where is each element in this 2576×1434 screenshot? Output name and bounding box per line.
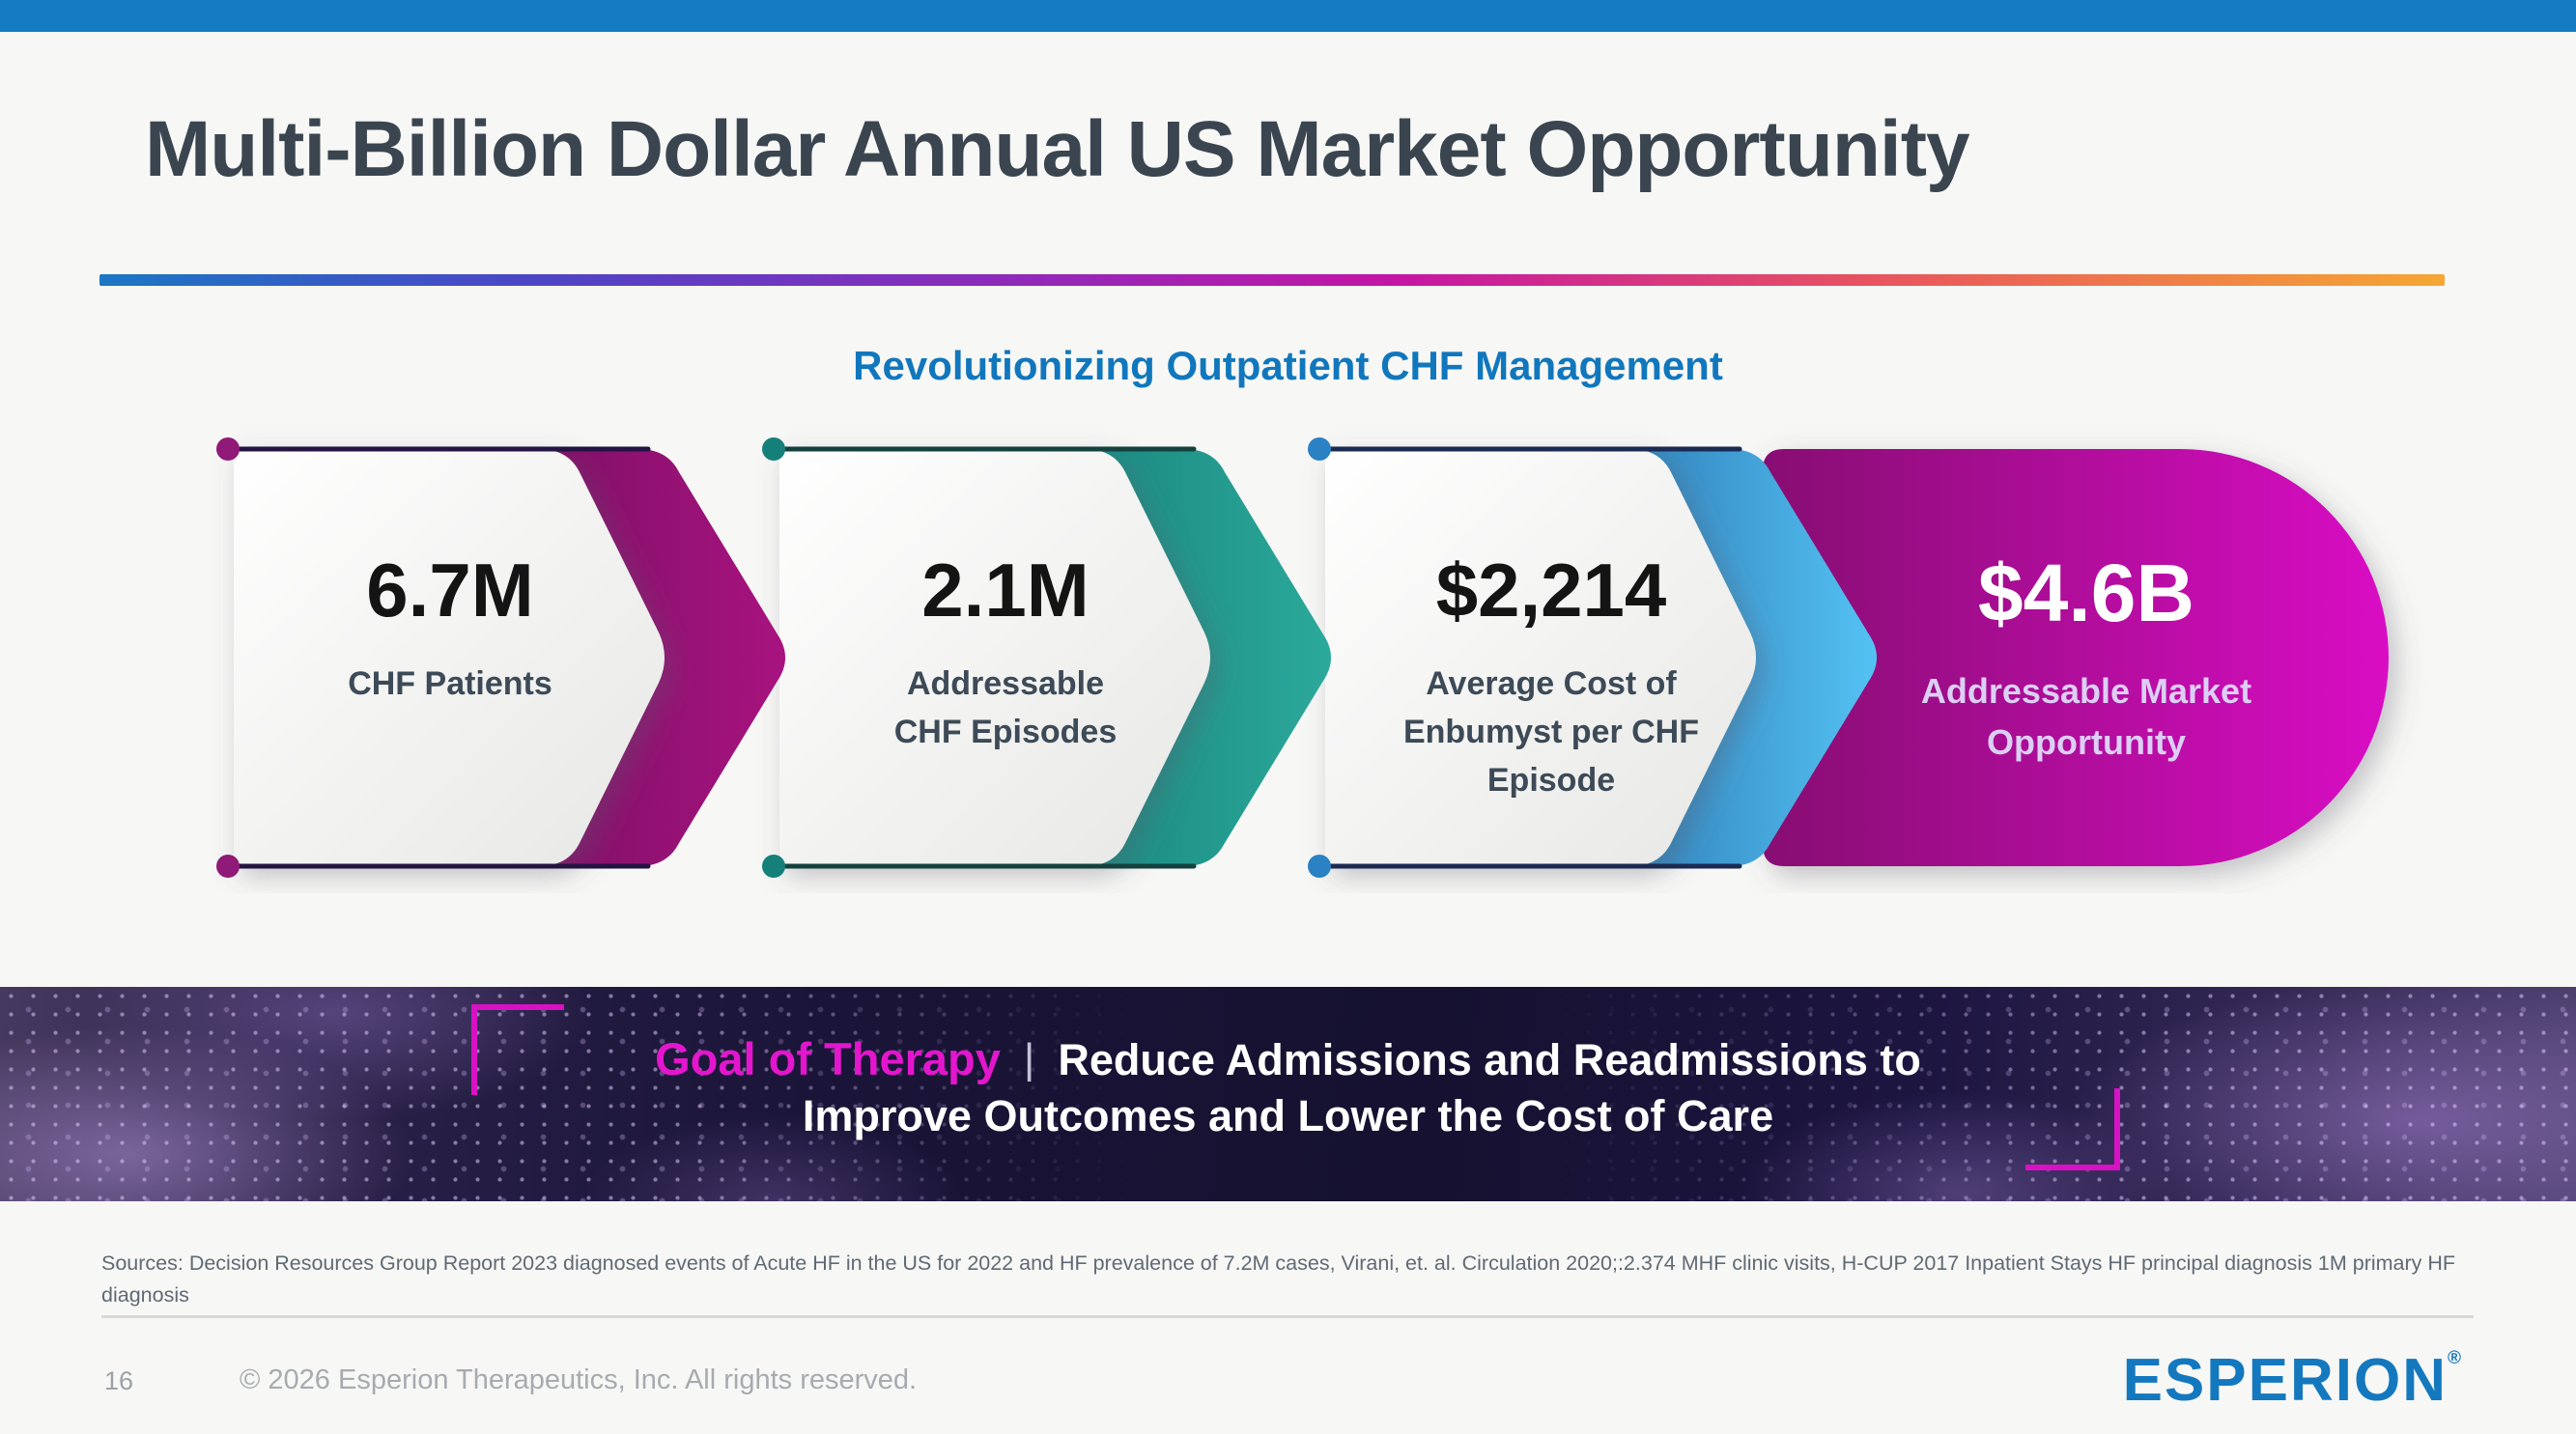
page-title: Multi-Billion Dollar Annual US Market Op… xyxy=(145,105,1970,193)
title-gradient-rule xyxy=(99,274,2445,286)
page-number: 16 xyxy=(104,1366,134,1395)
sources-note: Sources: Decision Resources Group Report… xyxy=(101,1251,2456,1307)
stat-value: 2.1M xyxy=(921,548,1090,633)
goal-banner: Goal of Therapy | Reduce Admissions and … xyxy=(0,987,2576,1201)
stat-value: $4.6B xyxy=(1977,548,2195,638)
esperion-logo: ESPERION® xyxy=(2123,1346,2463,1415)
corner-bracket-top-left xyxy=(471,1004,564,1095)
funnel-step-market: $4.6B Addressable Market Opportunity xyxy=(1864,552,2308,769)
stat-label: Addressable Market Opportunity xyxy=(1920,671,2252,762)
dot-patients-top xyxy=(216,437,240,461)
footer-divider xyxy=(101,1315,2474,1318)
funnel-step-cost: $2,214 Average Cost of Enbumyst per CHF … xyxy=(1392,552,1711,805)
dot-episodes-bottom xyxy=(762,855,785,878)
dot-patients-bottom xyxy=(216,855,240,878)
goal-text-line2: Improve Outcomes and Lower the Cost of C… xyxy=(802,1091,1774,1140)
copyright-text: © 2026 Esperion Therapeutics, Inc. All r… xyxy=(240,1364,918,1395)
corner-bracket-bottom-right xyxy=(2025,1088,2120,1170)
section-subtitle: Revolutionizing Outpatient CHF Managemen… xyxy=(853,343,1723,388)
stat-label: CHF Patients xyxy=(348,665,552,702)
stat-label: Average Cost of Enbumyst per CHF Episode xyxy=(1402,665,1700,799)
goal-separator: | xyxy=(1023,1035,1035,1083)
funnel-diagram xyxy=(216,437,2389,878)
funnel-step-episodes: 2.1M Addressable CHF Episodes xyxy=(880,552,1131,757)
stat-value: 6.7M xyxy=(366,548,534,633)
esperion-logo-text: ESPERION xyxy=(2122,1347,2448,1414)
goal-banner-content: Goal of Therapy | Reduce Admissions and … xyxy=(0,981,2576,1195)
stat-label: Addressable CHF Episodes xyxy=(893,665,1118,750)
dot-episodes-top xyxy=(762,437,785,461)
stat-value: $2,214 xyxy=(1435,548,1667,633)
dot-cost-top xyxy=(1308,437,1331,461)
funnel-arrow-patients xyxy=(234,449,665,866)
top-accent-bar xyxy=(0,0,2576,32)
funnel-block-market xyxy=(1763,449,2389,866)
goal-text-line1: Reduce Admissions and Readmissions to xyxy=(1058,1035,1921,1085)
funnel-arrow-cost xyxy=(1325,449,1756,866)
goal-banner-line1: Goal of Therapy | Reduce Admissions and … xyxy=(655,1032,1921,1088)
funnel-arrow-episodes xyxy=(779,449,1210,866)
registered-mark: ® xyxy=(2448,1348,2463,1368)
dot-cost-bottom xyxy=(1308,855,1331,878)
funnel-step-patients: 6.7M CHF Patients xyxy=(267,552,634,709)
goal-highlight: Goal of Therapy xyxy=(655,1033,1001,1085)
